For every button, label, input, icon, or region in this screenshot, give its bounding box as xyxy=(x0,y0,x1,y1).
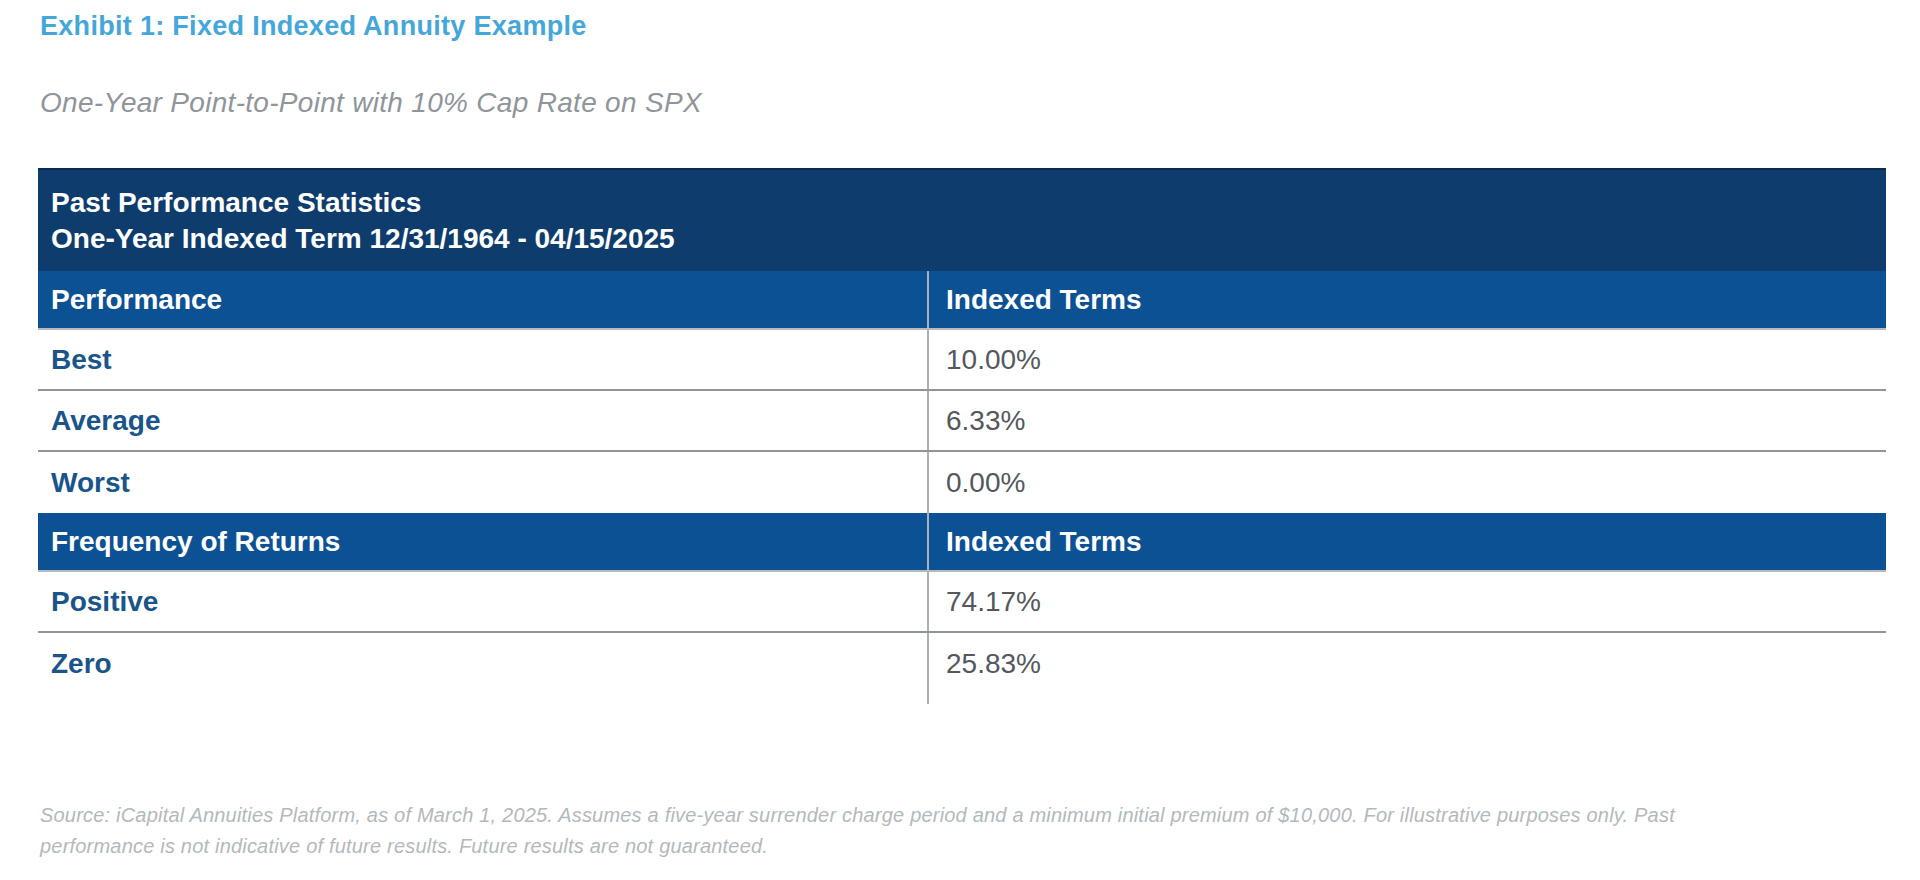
table-title-banner: Past Performance Statistics One-Year Ind… xyxy=(38,168,1886,271)
exhibit-subtitle: One-Year Point-to-Point with 10% Cap Rat… xyxy=(40,87,1887,119)
row-label-zero: Zero xyxy=(38,633,927,694)
row-value-average: 6.33% xyxy=(927,391,1886,450)
source-footnote-line1: Source: iCapital Annuities Platform, as … xyxy=(40,804,1675,826)
column-divider-tail xyxy=(38,694,1886,704)
row-value-worst: 0.00% xyxy=(927,452,1886,513)
table-row-worst: Worst 0.00% xyxy=(38,452,1886,513)
column-header-indexed-terms-2: Indexed Terms xyxy=(927,513,1886,570)
row-label-average: Average xyxy=(38,391,927,450)
row-value-zero: 25.83% xyxy=(927,633,1886,694)
table-row-best: Best 10.00% xyxy=(38,330,1886,391)
column-header-row-frequency: Frequency of Returns Indexed Terms xyxy=(38,513,1886,572)
row-label-positive: Positive xyxy=(38,572,927,631)
row-label-worst: Worst xyxy=(38,452,927,513)
exhibit-title: Exhibit 1: Fixed Indexed Annuity Example xyxy=(40,0,1887,42)
row-value-best: 10.00% xyxy=(927,330,1886,389)
source-footnote-line2: performance is not indicative of future … xyxy=(40,835,768,857)
column-divider-line xyxy=(927,694,1886,704)
table-title-line1: Past Performance Statistics xyxy=(51,185,1886,221)
row-label-best: Best xyxy=(38,330,927,389)
column-header-indexed-terms: Indexed Terms xyxy=(927,271,1886,328)
column-header-row-performance: Performance Indexed Terms xyxy=(38,271,1886,330)
past-performance-table: Past Performance Statistics One-Year Ind… xyxy=(38,168,1886,704)
source-footnote: Source: iCapital Annuities Platform, as … xyxy=(40,800,1887,862)
exhibit-page: Exhibit 1: Fixed Indexed Annuity Example… xyxy=(0,0,1920,862)
column-header-frequency-of-returns: Frequency of Returns xyxy=(38,513,927,570)
column-header-performance: Performance xyxy=(38,271,927,328)
table-title-line2: One-Year Indexed Term 12/31/1964 - 04/15… xyxy=(51,221,1886,257)
table-row-positive: Positive 74.17% xyxy=(38,572,1886,633)
table-row-average: Average 6.33% xyxy=(38,391,1886,452)
table-row-zero: Zero 25.83% xyxy=(38,633,1886,694)
row-value-positive: 74.17% xyxy=(927,572,1886,631)
